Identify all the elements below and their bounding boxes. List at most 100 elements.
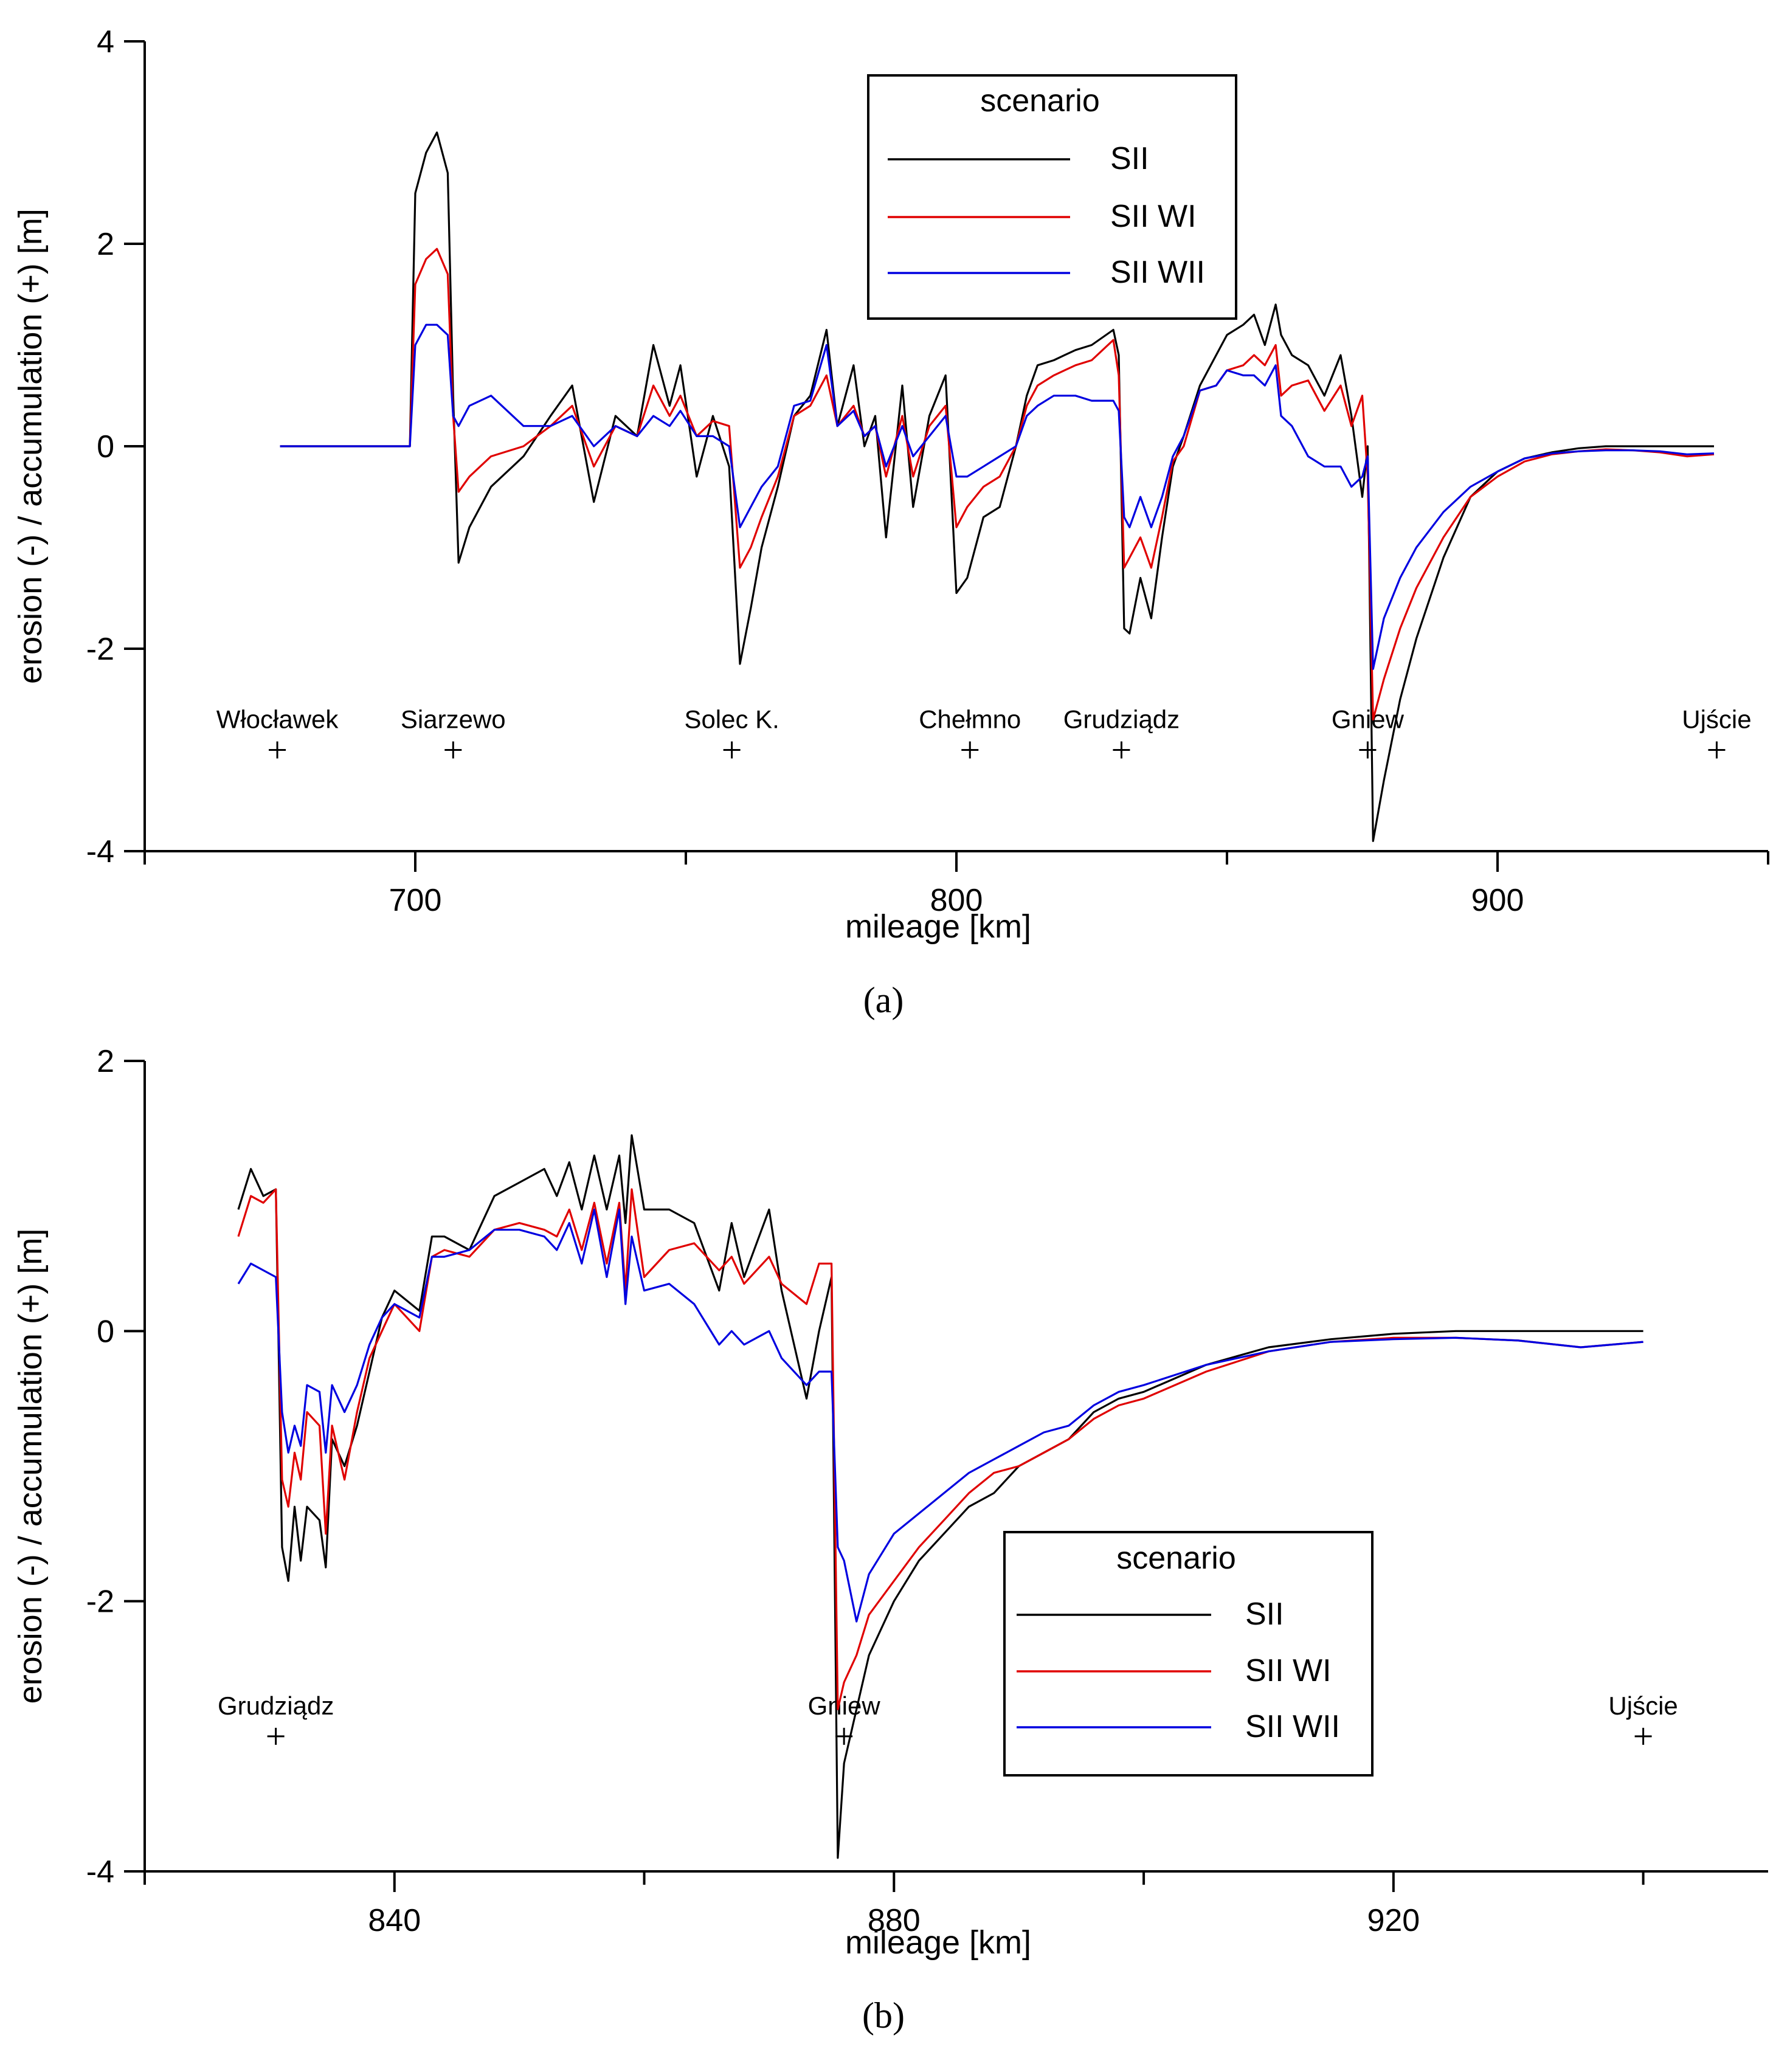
series-line-sii-wi <box>237 1188 1643 1710</box>
data-point <box>519 1182 520 1183</box>
data-point <box>1015 446 1016 447</box>
y-axis-label: erosion (-) / accumulation (+) [m] <box>12 209 49 684</box>
data-point <box>729 446 730 447</box>
data-point <box>369 1371 370 1372</box>
data-point <box>357 1425 358 1426</box>
data-point <box>606 1209 607 1210</box>
data-point <box>593 466 594 467</box>
data-point <box>294 1452 295 1453</box>
data-point <box>1340 385 1341 386</box>
data-point <box>1068 1439 1069 1440</box>
data-point <box>761 486 762 487</box>
data-point <box>1416 547 1417 548</box>
x-axis-label: mileage [km] <box>845 908 1031 945</box>
data-point <box>1093 1405 1094 1406</box>
series-line-sii-wii <box>237 1208 1643 1623</box>
location-label: Solec K. <box>684 705 779 734</box>
data-point <box>826 375 827 376</box>
data-point <box>581 1209 582 1210</box>
data-point <box>750 547 751 548</box>
data-point <box>593 446 594 447</box>
legend-box <box>867 74 1237 320</box>
data-point <box>729 466 730 467</box>
y-tick-label: -2 <box>86 1584 114 1620</box>
data-point <box>1068 1425 1069 1426</box>
data-point <box>806 1398 807 1399</box>
data-point <box>1340 355 1341 356</box>
data-point <box>1268 1351 1269 1352</box>
data-point <box>1026 395 1027 396</box>
data-point <box>1578 451 1579 452</box>
data-point <box>494 1229 495 1230</box>
data-point <box>945 375 946 376</box>
data-point <box>864 446 865 447</box>
data-point <box>494 1196 495 1197</box>
data-point <box>1362 395 1363 396</box>
legend-entry-label: SII WII <box>1245 1709 1340 1744</box>
panel-label: (a) <box>863 980 904 1020</box>
data-point <box>619 1155 620 1156</box>
data-point <box>750 506 751 507</box>
data-point <box>1216 355 1217 356</box>
data-point <box>606 1263 607 1264</box>
data-point <box>1416 638 1417 639</box>
data-point <box>761 547 762 548</box>
location-marker <box>444 741 462 759</box>
data-point <box>319 1425 320 1426</box>
data-point <box>781 1290 782 1291</box>
data-point <box>325 1567 326 1568</box>
data-point <box>1151 527 1152 528</box>
data-point <box>831 1263 832 1264</box>
data-point <box>1129 527 1130 528</box>
location-label: Siarzewo <box>401 705 506 734</box>
data-point <box>581 1263 582 1264</box>
data-point <box>1216 385 1217 386</box>
data-point <box>569 1209 570 1210</box>
data-point <box>357 1385 358 1386</box>
legend-entry-label: SII WII <box>1110 255 1205 290</box>
data-point <box>594 1209 595 1210</box>
data-point <box>1373 719 1374 720</box>
data-point <box>864 436 865 437</box>
data-point <box>1037 385 1038 386</box>
legend-entry-label: SII <box>1110 141 1149 176</box>
location-label: Gniew <box>1332 705 1405 734</box>
location-marker <box>1359 741 1377 759</box>
data-point <box>519 1229 520 1230</box>
data-point <box>1714 446 1715 447</box>
data-point <box>696 476 697 477</box>
data-point <box>1362 476 1363 477</box>
x-tick-label: 880 <box>868 1903 921 1938</box>
location-marker <box>961 741 979 759</box>
data-point <box>458 562 459 563</box>
location-marker <box>723 741 741 759</box>
data-point <box>544 1236 545 1237</box>
data-point <box>469 476 470 477</box>
legend-entry-label: SII WI <box>1110 199 1197 234</box>
data-point <box>238 1209 239 1210</box>
data-point <box>1393 1333 1394 1334</box>
data-point <box>469 527 470 528</box>
data-point <box>680 410 681 411</box>
series-line-sii-wii <box>280 323 1715 670</box>
data-point <box>415 284 416 285</box>
data-point <box>1227 334 1228 335</box>
data-point <box>238 1283 239 1284</box>
data-point <box>1470 486 1471 487</box>
data-point <box>325 1533 326 1534</box>
data-point <box>740 663 741 664</box>
data-point <box>294 1425 295 1426</box>
data-point <box>469 1250 470 1251</box>
data-point <box>1291 355 1292 356</box>
data-point <box>1093 1418 1094 1419</box>
x-tick-label: 800 <box>930 883 983 918</box>
data-point <box>1075 395 1076 396</box>
data-point <box>1151 567 1152 568</box>
data-point <box>1340 466 1341 467</box>
data-point <box>844 1763 845 1764</box>
x-tick-label: 920 <box>1367 1903 1420 1938</box>
x-axis-label: mileage [km] <box>845 1924 1031 1961</box>
y-tick-label: -4 <box>86 1854 114 1890</box>
data-point <box>594 1155 595 1156</box>
data-point <box>1183 446 1184 447</box>
